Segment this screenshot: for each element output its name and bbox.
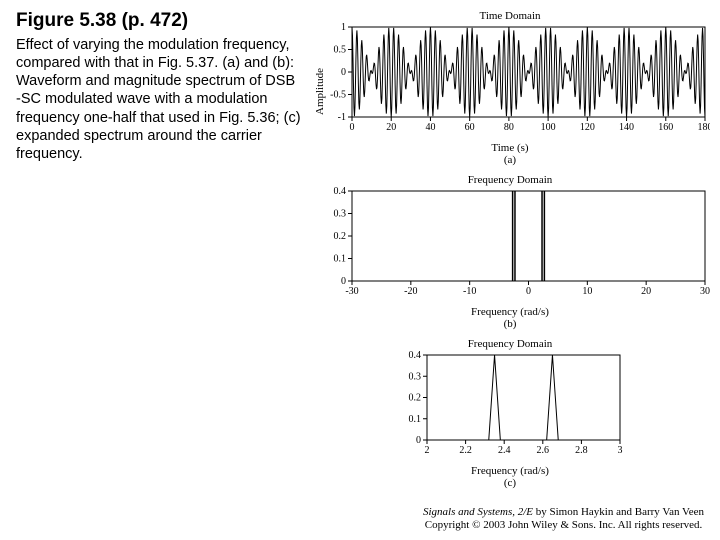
- svg-text:80: 80: [504, 122, 514, 133]
- svg-text:-0.5: -0.5: [330, 90, 346, 101]
- footer-by: by Simon Haykin and Barry Van Veen: [533, 506, 704, 518]
- chart-b: Frequency Domain -30 -20 -10 0 10 20 30 0 0.1 0.2…: [310, 174, 710, 334]
- chart-c-sublabel: (c): [395, 477, 625, 489]
- svg-text:2.6: 2.6: [537, 445, 550, 456]
- svg-text:-30: -30: [345, 286, 358, 297]
- chart-b-xlabel: Frequency (rad/s): [310, 306, 710, 318]
- svg-text:60: 60: [465, 122, 475, 133]
- chart-a-plot: 0 20 40 60 80 100 120 140 160 180 -1 -0.5 0 0.5 1: [320, 22, 710, 137]
- chart-b-title: Frequency Domain: [310, 174, 710, 186]
- chart-a-ylabel: Amplitude: [314, 68, 326, 115]
- svg-text:0.4: 0.4: [409, 350, 422, 361]
- svg-text:120: 120: [580, 122, 595, 133]
- svg-text:2: 2: [425, 445, 430, 456]
- chart-c-plot: 2 2.2 2.4 2.6 2.8 3 0 0.1 0.2 0.3 0.4: [395, 350, 625, 460]
- svg-text:-10: -10: [463, 286, 476, 297]
- figure-caption: Effect of varying the modulation frequen…: [16, 36, 301, 163]
- svg-text:0.4: 0.4: [334, 186, 347, 197]
- chart-b-plot: -30 -20 -10 0 10 20 30 0 0.1 0.2 0.3 0.4: [320, 186, 710, 301]
- svg-text:40: 40: [425, 122, 435, 133]
- svg-text:160: 160: [658, 122, 673, 133]
- footer: Signals and Systems, 2/E by Simon Haykin…: [423, 506, 704, 532]
- text-column: Figure 5.38 (p. 472) Effect of varying t…: [16, 10, 301, 163]
- svg-text:2.8: 2.8: [575, 445, 588, 456]
- svg-text:0: 0: [350, 122, 355, 133]
- chart-c-xlabel: Frequency (rad/s): [395, 465, 625, 477]
- svg-text:0.1: 0.1: [409, 414, 422, 425]
- svg-text:100: 100: [541, 122, 556, 133]
- svg-text:0: 0: [526, 286, 531, 297]
- svg-text:140: 140: [619, 122, 634, 133]
- chart-a-sublabel: (a): [310, 154, 710, 166]
- svg-text:0: 0: [341, 67, 346, 78]
- svg-text:0.2: 0.2: [409, 393, 422, 404]
- svg-text:-20: -20: [404, 286, 417, 297]
- svg-text:0: 0: [341, 276, 346, 287]
- svg-text:10: 10: [582, 286, 592, 297]
- svg-text:2.2: 2.2: [459, 445, 472, 456]
- footer-copyright: Copyright © 2003 John Wiley & Sons. Inc.…: [425, 519, 703, 531]
- chart-a-title: Time Domain: [310, 10, 710, 22]
- svg-text:30: 30: [700, 286, 710, 297]
- svg-text:2.4: 2.4: [498, 445, 511, 456]
- chart-c-title: Frequency Domain: [395, 338, 625, 350]
- svg-text:3: 3: [618, 445, 623, 456]
- svg-text:180: 180: [698, 122, 711, 133]
- svg-text:0.1: 0.1: [334, 254, 347, 265]
- chart-c: Frequency Domain 2 2.2 2.4 2.6 2.8 3 0 0.1 0.2 0.…: [395, 338, 625, 498]
- footer-book: Signals and Systems, 2/E: [423, 506, 533, 518]
- svg-text:1: 1: [341, 22, 346, 33]
- chart-a-xlabel: Time (s): [310, 142, 710, 154]
- svg-text:20: 20: [641, 286, 651, 297]
- chart-b-sublabel: (b): [310, 318, 710, 330]
- svg-text:0.5: 0.5: [334, 45, 347, 56]
- svg-text:0: 0: [416, 435, 421, 446]
- svg-text:0.3: 0.3: [409, 371, 422, 382]
- svg-text:-1: -1: [338, 112, 346, 123]
- svg-text:20: 20: [386, 122, 396, 133]
- svg-text:0.2: 0.2: [334, 231, 347, 242]
- chart-a: Time Domain Amplitude 0 20 40 60 80 100 120 140…: [310, 10, 710, 170]
- charts-column: Time Domain Amplitude 020406080100120140…: [310, 10, 710, 498]
- svg-text:0.3: 0.3: [334, 209, 347, 220]
- figure-title: Figure 5.38 (p. 472): [16, 10, 301, 32]
